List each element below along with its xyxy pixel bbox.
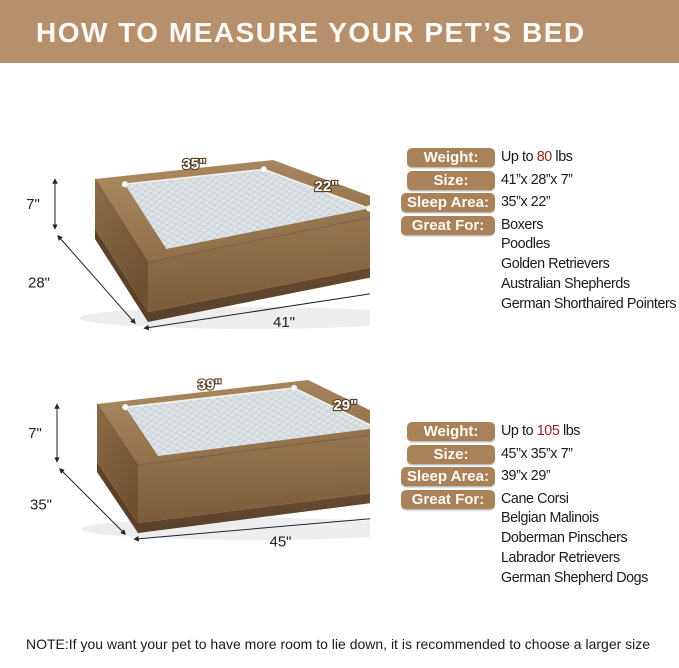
svg-text:39": 39"	[198, 377, 222, 394]
svg-text:41": 41"	[273, 314, 295, 331]
svg-text:22": 22"	[315, 178, 339, 195]
svg-text:7": 7"	[28, 425, 42, 442]
svg-text:29": 29"	[333, 397, 357, 414]
svg-text:7": 7"	[26, 196, 40, 213]
svg-text:28": 28"	[28, 275, 50, 292]
svg-text:45": 45"	[269, 534, 291, 551]
svg-text:35": 35"	[30, 497, 52, 514]
svg-text:35": 35"	[182, 156, 206, 173]
